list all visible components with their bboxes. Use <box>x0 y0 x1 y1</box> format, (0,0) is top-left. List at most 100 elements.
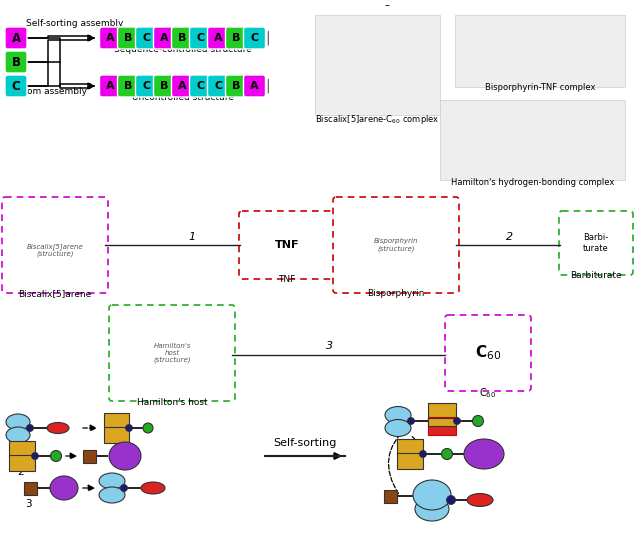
Bar <box>104 427 128 443</box>
Ellipse shape <box>50 450 62 462</box>
Ellipse shape <box>143 423 153 433</box>
Text: –: – <box>385 0 390 10</box>
Ellipse shape <box>6 427 30 443</box>
Text: A: A <box>106 33 115 43</box>
Text: Hamilton's host: Hamilton's host <box>137 398 207 407</box>
FancyBboxPatch shape <box>239 211 335 279</box>
Circle shape <box>32 452 39 459</box>
Ellipse shape <box>385 420 411 436</box>
Text: B: B <box>11 55 20 68</box>
Text: Biscalix[5]arene-C$_{60}$ complex: Biscalix[5]arene-C$_{60}$ complex <box>315 113 439 126</box>
Circle shape <box>453 417 460 424</box>
Text: |: | <box>99 31 104 45</box>
Text: C: C <box>142 33 151 43</box>
Ellipse shape <box>47 422 69 434</box>
Bar <box>428 403 456 421</box>
Bar <box>397 453 423 469</box>
Text: B: B <box>160 81 169 91</box>
Text: Bisporphyrin-TNF complex: Bisporphyrin-TNF complex <box>485 83 595 92</box>
Ellipse shape <box>473 415 483 427</box>
Bar <box>397 439 423 455</box>
Ellipse shape <box>6 414 30 430</box>
Text: |: | <box>265 79 270 93</box>
Ellipse shape <box>415 497 449 521</box>
Bar <box>428 417 456 435</box>
FancyBboxPatch shape <box>226 75 247 97</box>
Circle shape <box>420 450 427 457</box>
Text: A: A <box>178 81 187 91</box>
FancyBboxPatch shape <box>559 211 633 275</box>
FancyBboxPatch shape <box>190 75 212 97</box>
Text: TNF: TNF <box>275 240 300 250</box>
Bar <box>9 455 35 471</box>
Text: Bisporphyrin: Bisporphyrin <box>368 289 425 298</box>
Bar <box>9 441 35 457</box>
Text: Barbi-
turate: Barbi- turate <box>583 233 609 253</box>
Text: Self-sorting assembly: Self-sorting assembly <box>26 19 123 28</box>
Text: Hamilton's
host
(structure): Hamilton's host (structure) <box>153 343 191 363</box>
Circle shape <box>446 495 455 505</box>
Circle shape <box>408 417 415 424</box>
Ellipse shape <box>385 407 411 423</box>
Ellipse shape <box>413 480 451 510</box>
Bar <box>104 413 128 429</box>
FancyBboxPatch shape <box>172 75 193 97</box>
Ellipse shape <box>50 476 78 500</box>
Text: A: A <box>11 32 20 45</box>
FancyBboxPatch shape <box>135 27 158 49</box>
Text: Uncontrolled structure: Uncontrolled structure <box>132 93 234 102</box>
Circle shape <box>125 424 132 431</box>
Bar <box>455 15 625 87</box>
Text: C$_{60}$: C$_{60}$ <box>480 386 497 400</box>
Text: B: B <box>232 81 240 91</box>
FancyBboxPatch shape <box>109 305 235 401</box>
FancyBboxPatch shape <box>118 75 139 97</box>
Bar <box>83 450 95 463</box>
Text: 1: 1 <box>188 232 195 242</box>
Bar <box>428 418 456 426</box>
Text: A: A <box>214 33 223 43</box>
Text: C: C <box>197 81 205 91</box>
Text: B: B <box>124 81 133 91</box>
FancyBboxPatch shape <box>226 27 247 49</box>
Circle shape <box>27 424 34 431</box>
FancyBboxPatch shape <box>99 75 121 97</box>
Text: A: A <box>250 81 259 91</box>
FancyBboxPatch shape <box>207 75 230 97</box>
FancyBboxPatch shape <box>5 51 27 73</box>
Bar <box>315 15 440 115</box>
Ellipse shape <box>99 487 125 503</box>
Text: Sequence-controlled structure: Sequence-controlled structure <box>114 45 252 54</box>
Text: Random assembly: Random assembly <box>4 87 87 96</box>
FancyBboxPatch shape <box>190 27 212 49</box>
Bar <box>440 100 625 180</box>
FancyBboxPatch shape <box>5 27 27 49</box>
Text: TNF: TNF <box>279 275 296 284</box>
Ellipse shape <box>467 493 493 506</box>
Bar <box>24 482 36 494</box>
Text: B: B <box>178 33 187 43</box>
Ellipse shape <box>99 473 125 489</box>
FancyBboxPatch shape <box>118 27 139 49</box>
Text: Hamilton's hydrogen-bonding complex: Hamilton's hydrogen-bonding complex <box>452 178 614 187</box>
Ellipse shape <box>109 442 141 470</box>
FancyBboxPatch shape <box>153 27 176 49</box>
FancyBboxPatch shape <box>244 75 265 97</box>
FancyBboxPatch shape <box>2 197 108 293</box>
FancyBboxPatch shape <box>244 27 265 49</box>
Text: Self-sorting: Self-sorting <box>273 438 336 448</box>
Text: Biscalix[5]arene: Biscalix[5]arene <box>18 289 92 298</box>
Text: 3: 3 <box>326 341 333 351</box>
Text: Bisporphyrin
(structure): Bisporphyrin (structure) <box>374 238 418 252</box>
Text: 2: 2 <box>17 467 24 477</box>
Ellipse shape <box>464 439 504 469</box>
Text: |: | <box>265 31 270 45</box>
FancyBboxPatch shape <box>135 75 158 97</box>
Bar <box>384 490 396 502</box>
Text: B: B <box>232 33 240 43</box>
Text: C: C <box>197 33 205 43</box>
Circle shape <box>120 485 127 492</box>
Text: A: A <box>160 33 169 43</box>
Ellipse shape <box>141 482 165 494</box>
FancyBboxPatch shape <box>333 197 459 293</box>
